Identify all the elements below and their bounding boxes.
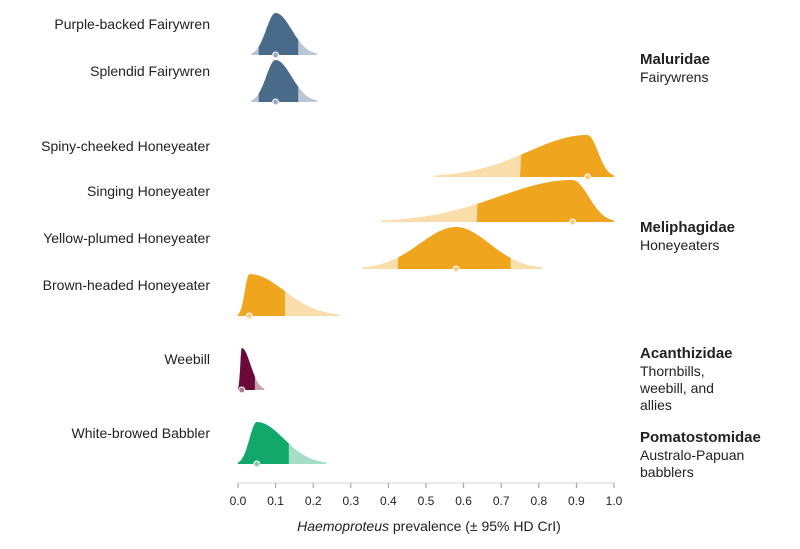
ridge-hdi (520, 135, 614, 177)
x-tick-label: 0.6 (455, 494, 472, 508)
family-name: Meliphagidae (640, 219, 735, 236)
species-label: Singing Honeyeater (87, 183, 210, 199)
x-tick-label: 0.3 (342, 494, 359, 508)
ridge-hdi (397, 227, 511, 269)
x-tick-label: 0.2 (305, 494, 322, 508)
estimate-point (238, 386, 246, 394)
family-description: Australo-Papuan (640, 447, 744, 463)
family-description: babblers (640, 464, 694, 480)
species-label: Brown-headed Honeyeater (43, 277, 211, 293)
family-name: Maluridae (640, 51, 710, 68)
family-description: allies (640, 397, 672, 413)
x-tick-label: 1.0 (606, 494, 623, 508)
ridge (362, 227, 543, 273)
ridge (251, 60, 317, 106)
species-label: Splendid Fairywren (90, 63, 210, 79)
x-tick-label: 0.0 (230, 494, 247, 508)
x-tick-label: 0.4 (380, 494, 397, 508)
family-name: Acanthizidae (640, 345, 733, 362)
estimate-point (569, 218, 577, 226)
family-description: Fairywrens (640, 69, 708, 85)
x-tick-label: 0.8 (530, 494, 547, 508)
species-labels: Purple-backed Fairywren Splendid Fairywre… (41, 16, 210, 441)
ridge (238, 422, 327, 468)
species-label: Purple-backed Fairywren (54, 16, 210, 32)
ridge-hdi (238, 348, 255, 390)
family-description: weebill, and (639, 380, 714, 396)
ridge-hdi (476, 180, 614, 222)
x-tick-label: 0.9 (568, 494, 585, 508)
ridge-hdi (258, 13, 299, 55)
species-label: Weebill (164, 351, 210, 367)
estimate-point (452, 265, 460, 273)
ridge (251, 13, 317, 59)
ridge-hdi (238, 274, 285, 316)
x-axis-label: Haemoproteus prevalence (± 95% HD CrI) (297, 518, 561, 534)
estimate-point (245, 312, 253, 320)
family-name: Pomatostomidae (640, 429, 761, 446)
family-description: Thornbills, (640, 363, 705, 379)
x-axis-label-rest: prevalence (± 95% HD CrI) (389, 518, 561, 534)
ridge (238, 274, 340, 320)
x-axis-label-italic: Haemoproteus (297, 518, 389, 534)
x-axis: 0.0 0.1 0.2 0.3 0.4 0.5 0.6 0.7 0.8 0.9 1.0 (230, 482, 623, 508)
family-description: Honeyeaters (640, 237, 719, 253)
ridge-layer (238, 13, 614, 468)
x-tick-label: 0.1 (267, 494, 284, 508)
ridge-hdi (258, 60, 299, 102)
x-tick-label: 0.5 (418, 494, 435, 508)
ridge-hdi (238, 422, 289, 464)
estimate-point (584, 173, 592, 181)
ridge (433, 135, 614, 181)
ridge (238, 348, 265, 394)
estimate-point (253, 460, 261, 468)
species-label: Spiny-cheeked Honeyeater (41, 138, 210, 154)
estimate-point (272, 98, 280, 106)
x-tick-label: 0.7 (493, 494, 510, 508)
species-label: White-browed Babbler (71, 425, 210, 441)
ridge (380, 180, 614, 226)
estimate-point (272, 51, 280, 59)
species-label: Yellow-plumed Honeyeater (43, 230, 210, 246)
